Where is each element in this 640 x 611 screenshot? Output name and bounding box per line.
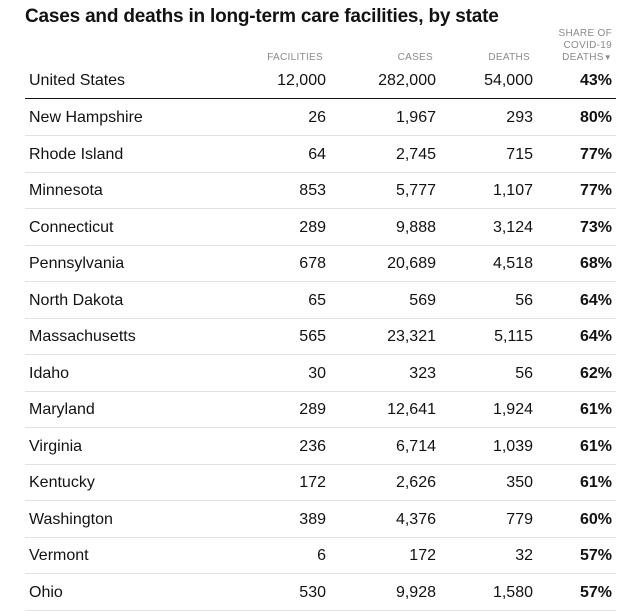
row-share: 61% — [579, 474, 612, 491]
row-share: 77% — [579, 145, 612, 163]
table-row: Minnesota 853 5,777 1,107 77% — [25, 173, 616, 209]
row-facilities: 172 — [299, 474, 326, 491]
table-row: New Hampshire 26 1,967 293 80% — [25, 100, 616, 136]
row-name: Idaho — [29, 364, 70, 382]
table-row: Washington 389 4,376 779 60% — [25, 502, 616, 538]
row-name: Vermont — [29, 547, 89, 564]
row-cases: 2,745 — [395, 145, 436, 163]
row-facilities: 12,000 — [277, 72, 326, 89]
row-deaths: 1,924 — [492, 401, 533, 418]
column-header-share-label: SHARE OF COVID-19 DEATHS — [558, 28, 612, 63]
table-row: Maryland 289 12,641 1,924 61% — [25, 392, 616, 428]
row-deaths: 5,115 — [494, 328, 533, 345]
column-header-share[interactable]: SHARE OF COVID-19 DEATHS▼ — [552, 28, 612, 64]
row-name: Connecticut — [29, 218, 114, 236]
row-name: United States — [29, 72, 126, 89]
row-cases: 1,967 — [395, 109, 436, 126]
table-title: Cases and deaths in long-term care facil… — [25, 6, 499, 27]
row-share: 62% — [579, 364, 612, 382]
row-facilities: 389 — [299, 510, 326, 528]
table-row: Connecticut 289 9,888 3,124 73% — [25, 210, 616, 246]
row-name: Kentucky — [29, 474, 95, 491]
row-name: Massachusetts — [29, 328, 136, 345]
row-cases: 569 — [409, 291, 436, 309]
row-deaths: 293 — [506, 109, 533, 126]
row-facilities: 64 — [308, 145, 326, 163]
table-row: Massachusetts 565 23,321 5,115 64% — [25, 319, 616, 355]
row-cases: 4,376 — [395, 510, 436, 528]
table-row: Kentucky 172 2,626 350 61% — [25, 465, 616, 501]
row-facilities: 530 — [299, 583, 326, 601]
row-cases: 6,714 — [395, 437, 436, 455]
row-share: 43% — [579, 72, 612, 89]
row-facilities: 6 — [317, 547, 326, 564]
row-cases: 23,321 — [387, 328, 436, 345]
row-share: 60% — [579, 510, 612, 528]
row-deaths: 1,039 — [492, 437, 533, 455]
row-deaths: 350 — [506, 474, 533, 491]
row-deaths: 1,580 — [492, 583, 533, 601]
row-name: Virginia — [29, 437, 83, 455]
row-share: 68% — [579, 255, 612, 272]
table-row: Idaho 30 323 56 62% — [25, 356, 616, 392]
column-header-facilities[interactable]: FACILITIES — [267, 52, 323, 63]
row-name: North Dakota — [29, 291, 124, 309]
row-name: Maryland — [29, 401, 95, 418]
row-name: Washington — [29, 510, 113, 528]
row-share: 57% — [579, 547, 612, 564]
row-cases: 20,689 — [387, 255, 436, 272]
row-name: Ohio — [29, 583, 63, 601]
row-share: 80% — [579, 109, 612, 126]
row-name: Pennsylvania — [29, 255, 125, 272]
row-share: 61% — [579, 401, 612, 418]
row-cases: 2,626 — [395, 474, 436, 491]
row-facilities: 678 — [299, 255, 326, 272]
row-facilities: 26 — [308, 109, 326, 126]
table-row: Virginia 236 6,714 1,039 61% — [25, 429, 616, 465]
column-header-cases[interactable]: CASES — [397, 52, 433, 63]
row-share: 57% — [579, 583, 612, 601]
row-deaths: 56 — [515, 291, 533, 309]
row-deaths: 4,518 — [492, 255, 533, 272]
row-cases: 282,000 — [378, 72, 436, 89]
table-row: Vermont 6 172 32 57% — [25, 538, 616, 574]
row-cases: 9,888 — [395, 218, 436, 236]
row-name: Minnesota — [29, 182, 103, 199]
table-row-united-states: United States 12,000 282,000 54,000 43% — [25, 63, 616, 99]
row-share: 73% — [579, 218, 612, 236]
row-share: 77% — [579, 182, 612, 199]
row-deaths: 779 — [506, 510, 533, 528]
row-cases: 12,641 — [387, 401, 436, 418]
row-facilities: 289 — [299, 401, 326, 418]
row-deaths: 1,107 — [492, 182, 533, 199]
row-facilities: 236 — [299, 437, 326, 455]
row-facilities: 289 — [299, 218, 326, 236]
table-row: Ohio 530 9,928 1,580 57% — [25, 575, 616, 611]
table-row: Rhode Island 64 2,745 715 77% — [25, 137, 616, 173]
row-name: Rhode Island — [29, 145, 124, 163]
row-share: 61% — [579, 437, 612, 455]
row-cases: 5,777 — [395, 182, 436, 199]
row-deaths: 32 — [515, 547, 533, 564]
row-deaths: 56 — [515, 364, 533, 382]
row-share: 64% — [579, 291, 612, 309]
row-facilities: 565 — [299, 328, 326, 345]
row-deaths: 3,124 — [492, 218, 533, 236]
table-row: North Dakota 65 569 56 64% — [25, 283, 616, 319]
column-header-deaths[interactable]: DEATHS — [488, 52, 530, 63]
row-share: 64% — [579, 328, 612, 345]
row-cases: 323 — [409, 364, 436, 382]
row-facilities: 65 — [308, 291, 326, 309]
row-cases: 172 — [409, 547, 436, 564]
row-facilities: 30 — [308, 364, 326, 382]
row-deaths: 54,000 — [484, 72, 533, 89]
table-row: Pennsylvania 678 20,689 4,518 68% — [25, 246, 616, 282]
sort-descending-icon: ▼ — [603, 53, 612, 62]
row-cases: 9,928 — [395, 583, 436, 601]
row-facilities: 853 — [299, 182, 326, 199]
row-deaths: 715 — [506, 145, 533, 163]
row-name: New Hampshire — [29, 109, 143, 126]
